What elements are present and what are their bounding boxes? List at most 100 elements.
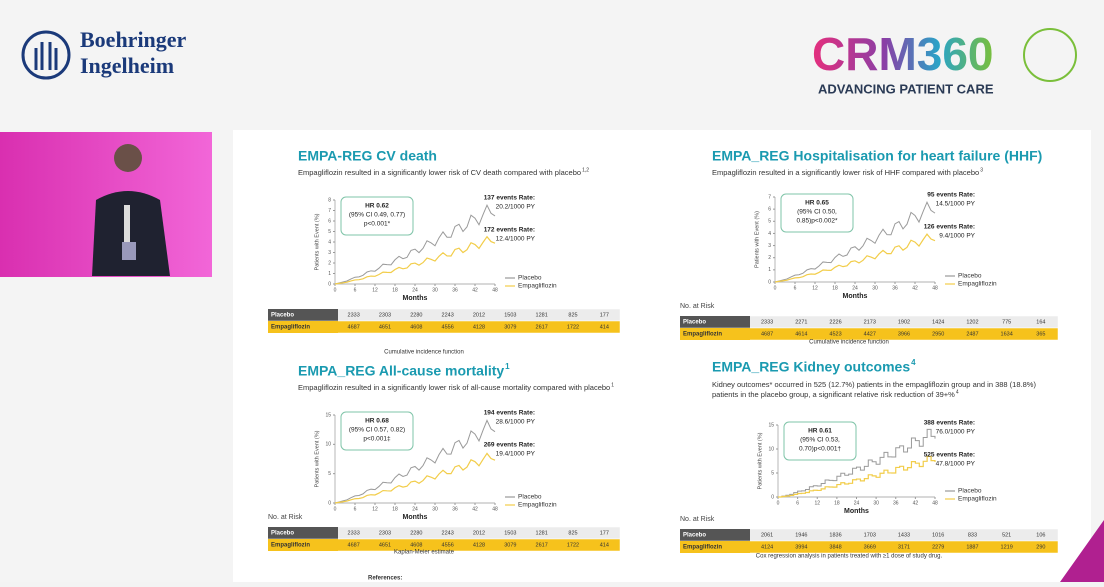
y-tick-label: 6 [768,206,771,212]
empagliflozin-note: 19.4/1000 PY [496,451,536,458]
x-tick-label: 6 [796,500,799,506]
speaker [92,144,170,276]
risk-value: 4556 [442,324,454,330]
risk-value: 3171 [898,544,910,550]
x-axis-label: Months [403,295,428,302]
legend-label: Placebo [518,494,542,501]
legend-label: Empagliflozin [518,283,557,290]
risk-value: 414 [600,542,609,548]
y-tick-label: 10 [325,442,331,448]
panel-subtitle: Kidney outcomes* occurred in 525 (12.7%)… [712,380,1036,389]
y-tick-label: 2 [768,255,771,261]
risk-value: 1202 [966,319,978,325]
y-tick-label: 10 [768,446,774,452]
x-axis-label: Months [844,508,869,515]
empagliflozin-note: 525 events Rate: [924,452,975,459]
risk-value: 4687 [761,331,773,337]
title-ref: 4 [911,358,916,367]
risk-value: 2012 [473,312,485,318]
x-tick-label: 30 [432,506,438,512]
row-label: Empagliflozin [271,325,310,331]
company-name: Boehringer [80,27,187,52]
hr-box [340,411,414,451]
x-tick-label: 36 [452,287,458,293]
placebo-note: 137 events Rate: [484,195,535,202]
risk-value: 164 [1036,319,1045,325]
x-tick-label: 30 [872,285,878,291]
reference-mark: 1,2 [582,167,589,173]
risk-value: 4128 [473,324,485,330]
x-tick-label: 0 [774,285,777,291]
x-tick-label: 6 [354,506,357,512]
hr-box [783,421,857,461]
risk-value: 1016 [932,532,944,538]
placebo-note: 28.6/1000 PY [496,419,536,426]
y-tick-label: 4 [768,231,771,237]
empagliflozin-note: 126 events Rate: [924,224,975,231]
hr-text: (95% CI 0.53, [800,437,840,444]
risk-value: 1634 [1001,331,1013,337]
risk-value: 1946 [795,532,807,538]
risk-value: 2061 [761,532,773,538]
risk-value: 414 [600,324,609,330]
legend-label: Empagliflozin [958,281,997,288]
risk-value: 4523 [829,331,841,337]
row-label: Placebo [683,320,706,326]
row-label-cell [680,541,750,553]
x-tick-label: 12 [814,500,820,506]
y-tick-label: 4 [328,239,331,245]
empagliflozin-note: 269 events Rate: [484,442,535,449]
caption: Cumulative incidence function [809,340,889,346]
x-tick-label: 12 [372,287,378,293]
risk-label: No. at Risk [680,516,715,523]
corner-accent [1060,520,1104,582]
empagliflozin-curve [774,233,936,283]
legend-label: Placebo [518,275,542,282]
y-tick-label: 6 [328,218,331,224]
placebo-curve [334,203,496,285]
risk-value: 2950 [932,331,944,337]
logo-ring [1023,28,1077,82]
reference-mark: 1 [611,382,614,388]
panel-title: EMPA-REG CV death [298,148,437,164]
row-label-cell [680,529,750,541]
risk-value: 1281 [536,312,548,318]
x-tick-label: 24 [854,500,860,506]
y-tick-label: 15 [768,422,774,428]
legend-label: Placebo [958,273,982,280]
hr-text: 0.85)p<0.002* [796,218,837,225]
risk-label: No. at Risk [268,514,303,521]
y-tick-label: 8 [328,197,331,203]
risk-value: 2271 [795,319,807,325]
row-label-cell [268,309,338,321]
risk-value: 1503 [504,530,516,536]
empagliflozin-note: 172 events Rate: [484,227,535,234]
risk-value: 1219 [1001,544,1013,550]
y-axis-label: Patients with Event (%) [314,213,320,270]
panel-subtitle: Empagliflozin resulted in a significantl… [298,383,610,392]
y-tick-label: 0 [328,500,331,506]
x-tick-label: 18 [834,500,840,506]
y-tick-label: 5 [768,219,771,225]
placebo-note: 95 events Rate: [927,192,975,199]
risk-value: 4427 [864,331,876,337]
x-tick-label: 48 [932,500,938,506]
risk-value: 2243 [442,312,454,318]
risk-value: 2012 [473,530,485,536]
risk-value: 4614 [795,331,807,337]
hr-text: p<0.001‡ [363,436,391,443]
x-tick-label: 12 [812,285,818,291]
x-tick-label: 36 [452,506,458,512]
x-tick-label: 42 [472,287,478,293]
y-tick-label: 7 [768,194,771,200]
x-tick-label: 24 [412,287,418,293]
panel-title: EMPA_REG Hospitalisation for heart failu… [712,148,1042,164]
risk-value: 2487 [966,331,978,337]
risk-value: 775 [1002,319,1011,325]
y-tick-label: 5 [771,470,774,476]
x-tick-label: 24 [412,506,418,512]
hr-box [340,196,414,236]
risk-value: 825 [568,530,577,536]
y-tick-label: 5 [328,229,331,235]
caption: Kaplan-Meier estimate [394,550,455,556]
